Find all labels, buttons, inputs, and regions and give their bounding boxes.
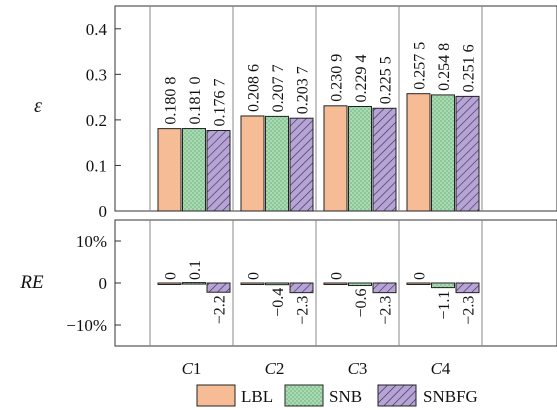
epsilon-value-label: 0.208 6	[246, 64, 263, 112]
epsilon-bar-snb-c3	[348, 105, 372, 212]
epsilon-value-label: 0.257 5	[412, 42, 429, 90]
re-bar-snbfg-c3	[372, 282, 397, 294]
re-value-label: −0.4	[270, 288, 287, 317]
epsilon-dividers	[149, 6, 483, 211]
epsilon-y-tick-label: 0.2	[86, 111, 107, 130]
re-value-label: 0	[329, 272, 346, 280]
x-category-number: 2	[276, 359, 285, 378]
re-value-label: −2.3	[295, 296, 312, 325]
re-value-label: −0.6	[353, 289, 370, 318]
re-value-label: 0	[246, 272, 263, 280]
epsilon-y-tick-label: 0	[99, 202, 108, 221]
epsilon-axis-label: ε	[34, 95, 42, 117]
re-bar-lbl-c4	[406, 282, 431, 285]
re-value-label: −2.3	[461, 296, 478, 325]
epsilon-value-label: 0.207 7	[270, 64, 287, 112]
epsilon-bar-snbfg-c2	[289, 117, 314, 212]
re-bar-snb-c3	[348, 282, 372, 287]
x-category-letter: C	[431, 359, 443, 378]
legend-label-lbl: LBL	[241, 387, 273, 406]
re-bar-lbl-c1	[157, 282, 182, 285]
re-bar-snbfg-c2	[289, 282, 314, 294]
epsilon-bars	[157, 93, 480, 212]
re-axis-label: RE	[19, 272, 44, 293]
epsilon-bar-snb-c4	[431, 94, 455, 212]
epsilon-value-label: 0.225 5	[378, 56, 395, 104]
epsilon-value-label: 0.180 8	[163, 77, 180, 125]
x-category-letter: C	[348, 359, 360, 378]
x-category-number: 3	[359, 359, 368, 378]
re-y-tick-label: 0	[99, 274, 108, 293]
epsilon-y-tick-label: 0.3	[86, 65, 107, 84]
legend: LBL SNB SNBFG	[196, 384, 478, 407]
x-category-number: 1	[193, 359, 202, 378]
epsilon-bar-snbfg-c4	[455, 95, 480, 212]
epsilon-y-tick-label: 0.1	[86, 156, 107, 175]
epsilon-value-label: 0.181 0	[187, 77, 204, 125]
re-bar-lbl-c2	[240, 282, 265, 285]
epsilon-bar-lbl-c1	[157, 128, 182, 212]
re-bar-snbfg-c1	[206, 282, 231, 293]
re-bars	[157, 282, 480, 294]
epsilon-value-label: 0.254 8	[436, 43, 453, 91]
re-bar-snbfg-c4	[455, 282, 480, 294]
epsilon-bar-snb-c1	[182, 128, 206, 212]
x-category-letter: C	[265, 359, 277, 378]
re-y-ticks: 10% 0 −10%	[66, 232, 121, 335]
re-y-tick-label: 10%	[76, 232, 107, 251]
epsilon-data-labels: 0.180 8 0.181 0 0.176 7 0.208 6 0.207 7 0.203…	[163, 42, 478, 127]
epsilon-value-label: 0.251 6	[461, 44, 478, 92]
re-bar-snb-c4	[431, 282, 455, 289]
x-category-label: C4	[431, 359, 451, 378]
re-value-label: 0	[163, 272, 180, 280]
re-value-label: 0	[412, 272, 429, 280]
re-value-label: −2.3	[378, 296, 395, 325]
epsilon-value-label: 0.229 4	[353, 54, 370, 102]
re-y-tick-label: −10%	[66, 316, 107, 335]
legend-swatch-snbfg	[377, 384, 417, 407]
legend-label-snbfg: SNBFG	[423, 387, 478, 406]
legend-swatch-lbl	[196, 384, 236, 407]
epsilon-y-tick-label: 0.4	[86, 20, 108, 39]
x-category-label: C2	[265, 359, 285, 378]
legend-label-snb: SNB	[329, 387, 362, 406]
x-category-letter: C	[182, 359, 194, 378]
re-bar-snb-c1	[182, 282, 206, 285]
epsilon-bar-lbl-c4	[406, 93, 431, 212]
epsilon-y-ticks: 0 0.1 0.2 0.3 0.4	[86, 20, 121, 221]
legend-swatch-snb	[284, 384, 324, 407]
re-value-label: −2.2	[212, 295, 229, 324]
epsilon-bar-snbfg-c3	[372, 107, 397, 212]
x-axis-category-labels: C1 C2 C3 C4	[182, 359, 451, 378]
epsilon-bar-snbfg-c1	[206, 130, 231, 212]
epsilon-value-label: 0.176 7	[212, 79, 229, 127]
re-value-label: −1.1	[436, 291, 453, 320]
epsilon-bar-lbl-c2	[240, 115, 265, 212]
epsilon-value-label: 0.203 7	[295, 66, 312, 114]
x-category-label: C1	[182, 359, 202, 378]
epsilon-panel: 0 0.1 0.2 0.3 0.4 0.180 8 0.181 0 0.176 7 0.208…	[34, 5, 557, 221]
re-value-label: 0.1	[187, 260, 204, 280]
x-category-label: C3	[348, 359, 368, 378]
re-bar-lbl-c3	[323, 282, 348, 285]
x-category-number: 4	[442, 359, 451, 378]
epsilon-bar-lbl-c3	[323, 105, 348, 212]
re-bar-snb-c2	[265, 282, 289, 286]
re-panel: 10% 0 −10% 0 0.1 −2.2 0 −0.4 −2.3 0 −0.6 −2.3 0 −1.1…	[19, 219, 557, 347]
epsilon-value-label: 0.230 9	[329, 54, 346, 102]
re-data-labels: 0 0.1 −2.2 0 −0.4 −2.3 0 −0.6 −2.3 0 −1.1 −2.3	[163, 260, 478, 325]
re-dividers	[149, 220, 483, 346]
epsilon-bar-snb-c2	[265, 115, 289, 212]
